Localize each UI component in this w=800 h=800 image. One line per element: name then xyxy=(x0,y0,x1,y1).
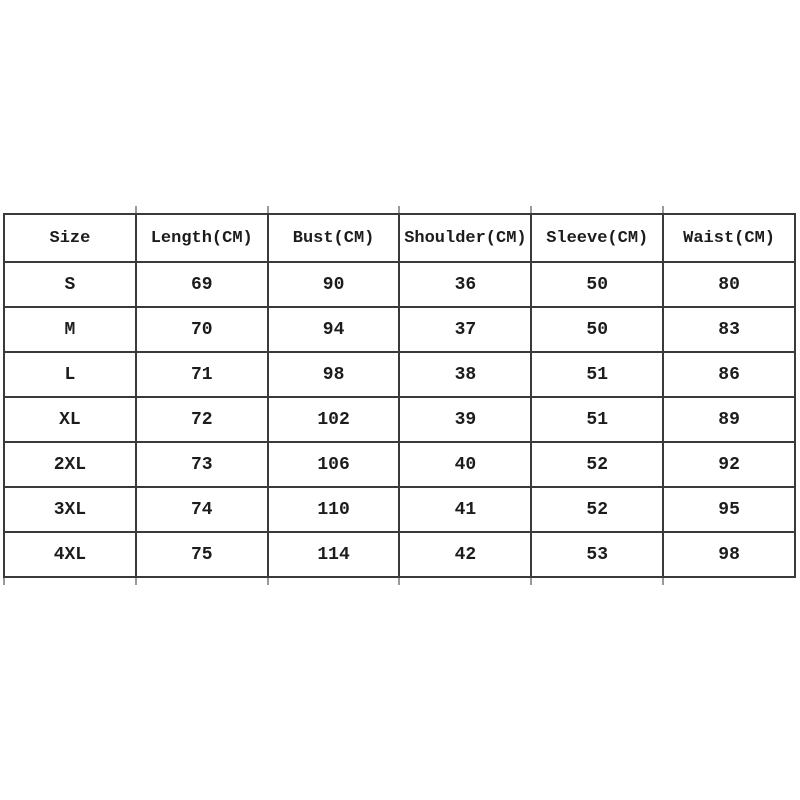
table-cell: 70 xyxy=(134,306,269,353)
table-cell: 73 xyxy=(134,441,269,488)
table-cell: 40 xyxy=(398,441,533,488)
size-chart-table: Size Length(CM) Bust(CM) Shoulder(CM) Sl… xyxy=(3,207,796,586)
size-label: 2XL xyxy=(3,441,137,488)
table-cell: 90 xyxy=(266,261,401,308)
table-cell: 98 xyxy=(662,531,796,578)
size-label: 3XL xyxy=(3,486,137,533)
column-header-waist: Waist(CM) xyxy=(662,213,796,263)
table-row-l: L 71 98 38 51 86 xyxy=(3,351,796,398)
size-label: 4XL xyxy=(3,531,138,586)
table-cell: 110 xyxy=(266,486,401,533)
table-cell: 75 xyxy=(134,531,270,586)
table-cell: 37 xyxy=(398,306,533,353)
table-cell: 69 xyxy=(134,261,269,308)
table-row-s: S 69 90 36 50 80 xyxy=(3,261,796,308)
table-cell: 50 xyxy=(530,261,665,308)
column-header-sleeve: Sleeve(CM) xyxy=(530,207,665,263)
table-cell: 114 xyxy=(266,531,402,586)
table-cell: 102 xyxy=(266,396,401,443)
table-cell: 71 xyxy=(134,351,269,398)
size-label: S xyxy=(3,261,137,308)
table-row-m: M 70 94 37 50 83 xyxy=(3,306,796,353)
table-cell: 51 xyxy=(530,351,665,398)
size-label: M xyxy=(3,306,137,353)
table-row-4xl: 4XL 75 114 42 53 98 xyxy=(3,531,796,586)
table-cell: 86 xyxy=(662,351,796,398)
column-header-length: Length(CM) xyxy=(134,207,270,263)
size-chart-body: S 69 90 36 50 80 M 70 94 37 50 83 L 71 9… xyxy=(3,261,796,586)
table-cell: 53 xyxy=(530,531,665,586)
size-label: XL xyxy=(3,396,137,443)
table-cell: 98 xyxy=(266,351,401,398)
table-cell: 39 xyxy=(398,396,533,443)
table-cell: 41 xyxy=(398,486,533,533)
size-chart-header: Size Length(CM) Bust(CM) Shoulder(CM) Sl… xyxy=(3,207,796,263)
table-row-2xl: 2XL 73 106 40 52 92 xyxy=(3,441,796,488)
table-cell: 95 xyxy=(662,486,796,533)
header-row: Size Length(CM) Bust(CM) Shoulder(CM) Sl… xyxy=(3,207,796,263)
table-cell: 42 xyxy=(398,531,534,586)
table-row-xl: XL 72 102 39 51 89 xyxy=(3,396,796,443)
column-header-bust: Bust(CM) xyxy=(266,207,402,263)
table-cell: 52 xyxy=(530,486,665,533)
size-label: L xyxy=(3,351,137,398)
column-header-shoulder: Shoulder(CM) xyxy=(398,207,534,263)
table-cell: 89 xyxy=(662,396,796,443)
table-cell: 38 xyxy=(398,351,533,398)
column-header-size: Size xyxy=(3,207,138,263)
table-cell: 83 xyxy=(662,306,796,353)
table-cell: 94 xyxy=(266,306,401,353)
table-cell: 51 xyxy=(530,396,665,443)
table-cell: 50 xyxy=(530,306,665,353)
table-cell: 72 xyxy=(134,396,269,443)
table-cell: 80 xyxy=(662,261,796,308)
table-cell: 52 xyxy=(530,441,665,488)
table-cell: 36 xyxy=(398,261,533,308)
table-cell: 74 xyxy=(134,486,269,533)
table-row-3xl: 3XL 74 110 41 52 95 xyxy=(3,486,796,533)
table-cell: 106 xyxy=(266,441,401,488)
table-cell: 92 xyxy=(662,441,796,488)
